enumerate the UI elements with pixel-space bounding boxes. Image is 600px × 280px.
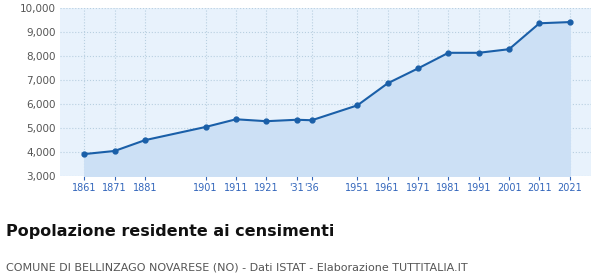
Text: COMUNE DI BELLINZAGO NOVARESE (NO) - Dati ISTAT - Elaborazione TUTTITALIA.IT: COMUNE DI BELLINZAGO NOVARESE (NO) - Dat… bbox=[6, 263, 467, 273]
Text: Popolazione residente ai censimenti: Popolazione residente ai censimenti bbox=[6, 224, 334, 239]
